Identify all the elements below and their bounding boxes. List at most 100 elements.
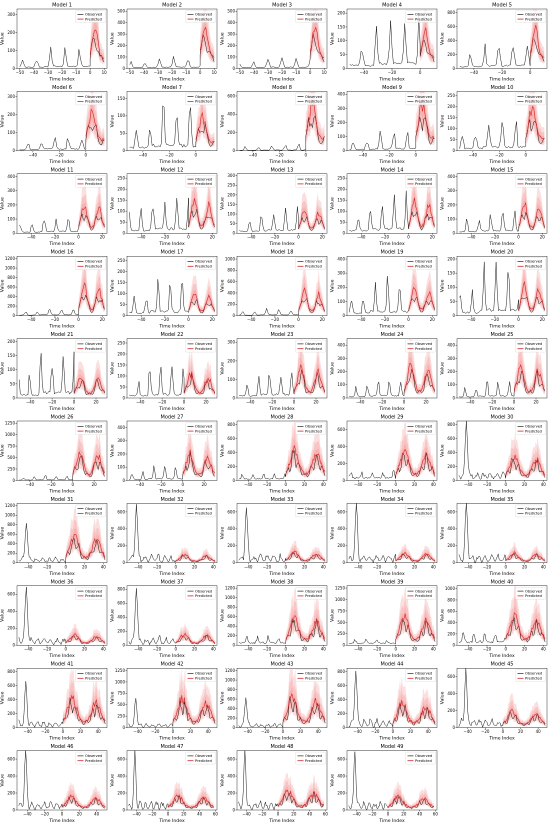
legend-observed-label: Observed [195, 342, 212, 346]
y-tick-label: 200 [337, 120, 345, 125]
observed-line [238, 750, 324, 811]
x-tick-label: 0 [502, 729, 505, 734]
y-tick-label: 400 [117, 526, 125, 531]
legend-observed-label: Observed [415, 342, 432, 346]
subplot-model-2: Model 2−50 −40 −30 −20 −10 0 10010020030040050… [110, 3, 218, 82]
y-tick-label: 200 [227, 464, 235, 469]
predicted-line [61, 794, 106, 808]
x-tick-label: −40 [352, 812, 361, 817]
y-axis-label: Value [440, 527, 446, 540]
x-tick-label: 40 [541, 564, 547, 569]
legend-predicted-label: Predicted [525, 429, 542, 433]
predicted-line [285, 445, 326, 475]
legend-predicted-label: Predicted [525, 182, 542, 186]
subplot-title: Model 35 [491, 497, 514, 503]
y-tick-label: 750 [117, 691, 125, 696]
y-tick-label: 300 [7, 12, 15, 17]
x-tick-label: −40 [26, 400, 35, 405]
x-tick-label: −40 [136, 400, 145, 405]
x-tick-label: −40 [140, 70, 149, 75]
x-tick-label: 0 [297, 317, 300, 322]
predicted-line [513, 364, 545, 393]
observed-line [239, 297, 325, 316]
x-axis-label: Time Index [158, 488, 185, 494]
y-tick-label: 750 [337, 608, 345, 613]
x-tick-label: 40 [321, 482, 327, 487]
legend-predicted-label: Predicted [195, 100, 212, 104]
observed-line [349, 15, 435, 67]
predicted-line [298, 211, 325, 229]
y-axis-label: Value [440, 609, 446, 622]
x-tick-label: 20 [78, 729, 84, 734]
x-axis-label: Time Index [488, 736, 515, 742]
y-tick-label: 50 [450, 299, 456, 304]
observed-line [129, 452, 216, 480]
subplot-model-3: Model 3−50 −40 −30 −20 −10 0 10010020030040050… [220, 3, 328, 82]
y-tick-label: 0 [452, 395, 455, 400]
x-tick-label: 20 [522, 647, 528, 652]
x-tick-label: −40 [463, 729, 472, 734]
y-tick-label: 150 [117, 198, 125, 203]
y-tick-label: 1250 [115, 668, 126, 673]
y-tick-label: 100 [7, 216, 15, 221]
y-axis-label: Value [110, 444, 116, 457]
prediction-band [505, 549, 546, 562]
legend-predicted-label: Predicted [85, 594, 102, 598]
subplot-title: Model 11 [51, 167, 74, 173]
legend-observed-label: Observed [195, 672, 212, 676]
y-tick-label: 0 [232, 395, 235, 400]
y-tick-label: 50 [120, 302, 126, 307]
subplot-title: Model 21 [51, 332, 74, 338]
x-tick-label: −40 [23, 812, 32, 817]
prediction-band [285, 427, 326, 477]
y-tick-label: 0 [12, 66, 15, 71]
legend-predicted-label: Predicted [415, 17, 432, 21]
y-tick-label: 50 [340, 220, 346, 225]
y-axis-label: Value [330, 32, 336, 45]
x-tick-label: 0 [284, 647, 287, 652]
y-tick-label: 150 [117, 362, 125, 367]
y-tick-label: 100 [447, 126, 455, 131]
y-tick-label: 800 [337, 669, 345, 674]
y-tick-label: 600 [7, 284, 15, 289]
observed-line [458, 421, 546, 480]
subplot-model-42: Model 42 −40 −20 0 20 40 0 250 500 750 1000 1250 Tim… [110, 662, 218, 742]
x-tick-label: 60 [323, 812, 329, 817]
x-tick-label: 0 [181, 482, 184, 487]
x-tick-label: 20 [408, 729, 414, 734]
y-tick-label: 200 [7, 30, 15, 35]
x-axis-label: Time Index [268, 324, 295, 330]
legend-observed-label: Observed [305, 13, 322, 17]
y-tick-label: 200 [227, 715, 235, 720]
subplot-title: Model 30 [491, 415, 514, 421]
prediction-band [72, 437, 105, 478]
predicted-line [167, 794, 214, 808]
subplot-model-9: Model 9 −40 −20 0 0 100 200 300 400 Time Index Val… [330, 85, 438, 165]
y-tick-label: 200 [337, 369, 345, 374]
y-tick-label: 150 [117, 96, 125, 101]
x-tick-label: −40 [359, 152, 368, 157]
y-tick-label: 250 [117, 258, 125, 263]
legend-observed-label: Observed [305, 507, 322, 511]
predicted-line [408, 197, 435, 228]
y-tick-label: 0 [122, 313, 125, 318]
y-tick-label: 0 [122, 148, 125, 153]
y-axis-label: Value [110, 362, 116, 375]
y-tick-label: 400 [447, 450, 455, 455]
x-tick-label: −40 [29, 152, 38, 157]
predicted-line [277, 789, 325, 807]
y-tick-label: 0 [342, 643, 345, 648]
x-tick-label: 0 [174, 564, 177, 569]
y-axis-label: Value [110, 197, 116, 210]
legend-observed-label: Observed [195, 13, 212, 17]
x-tick-label: −20 [263, 564, 272, 569]
x-tick-label: 0 [394, 482, 397, 487]
observed-line [239, 33, 325, 69]
x-tick-label: −20 [495, 152, 504, 157]
y-tick-label: 1000 [5, 513, 16, 518]
x-tick-label: −40 [469, 152, 478, 157]
